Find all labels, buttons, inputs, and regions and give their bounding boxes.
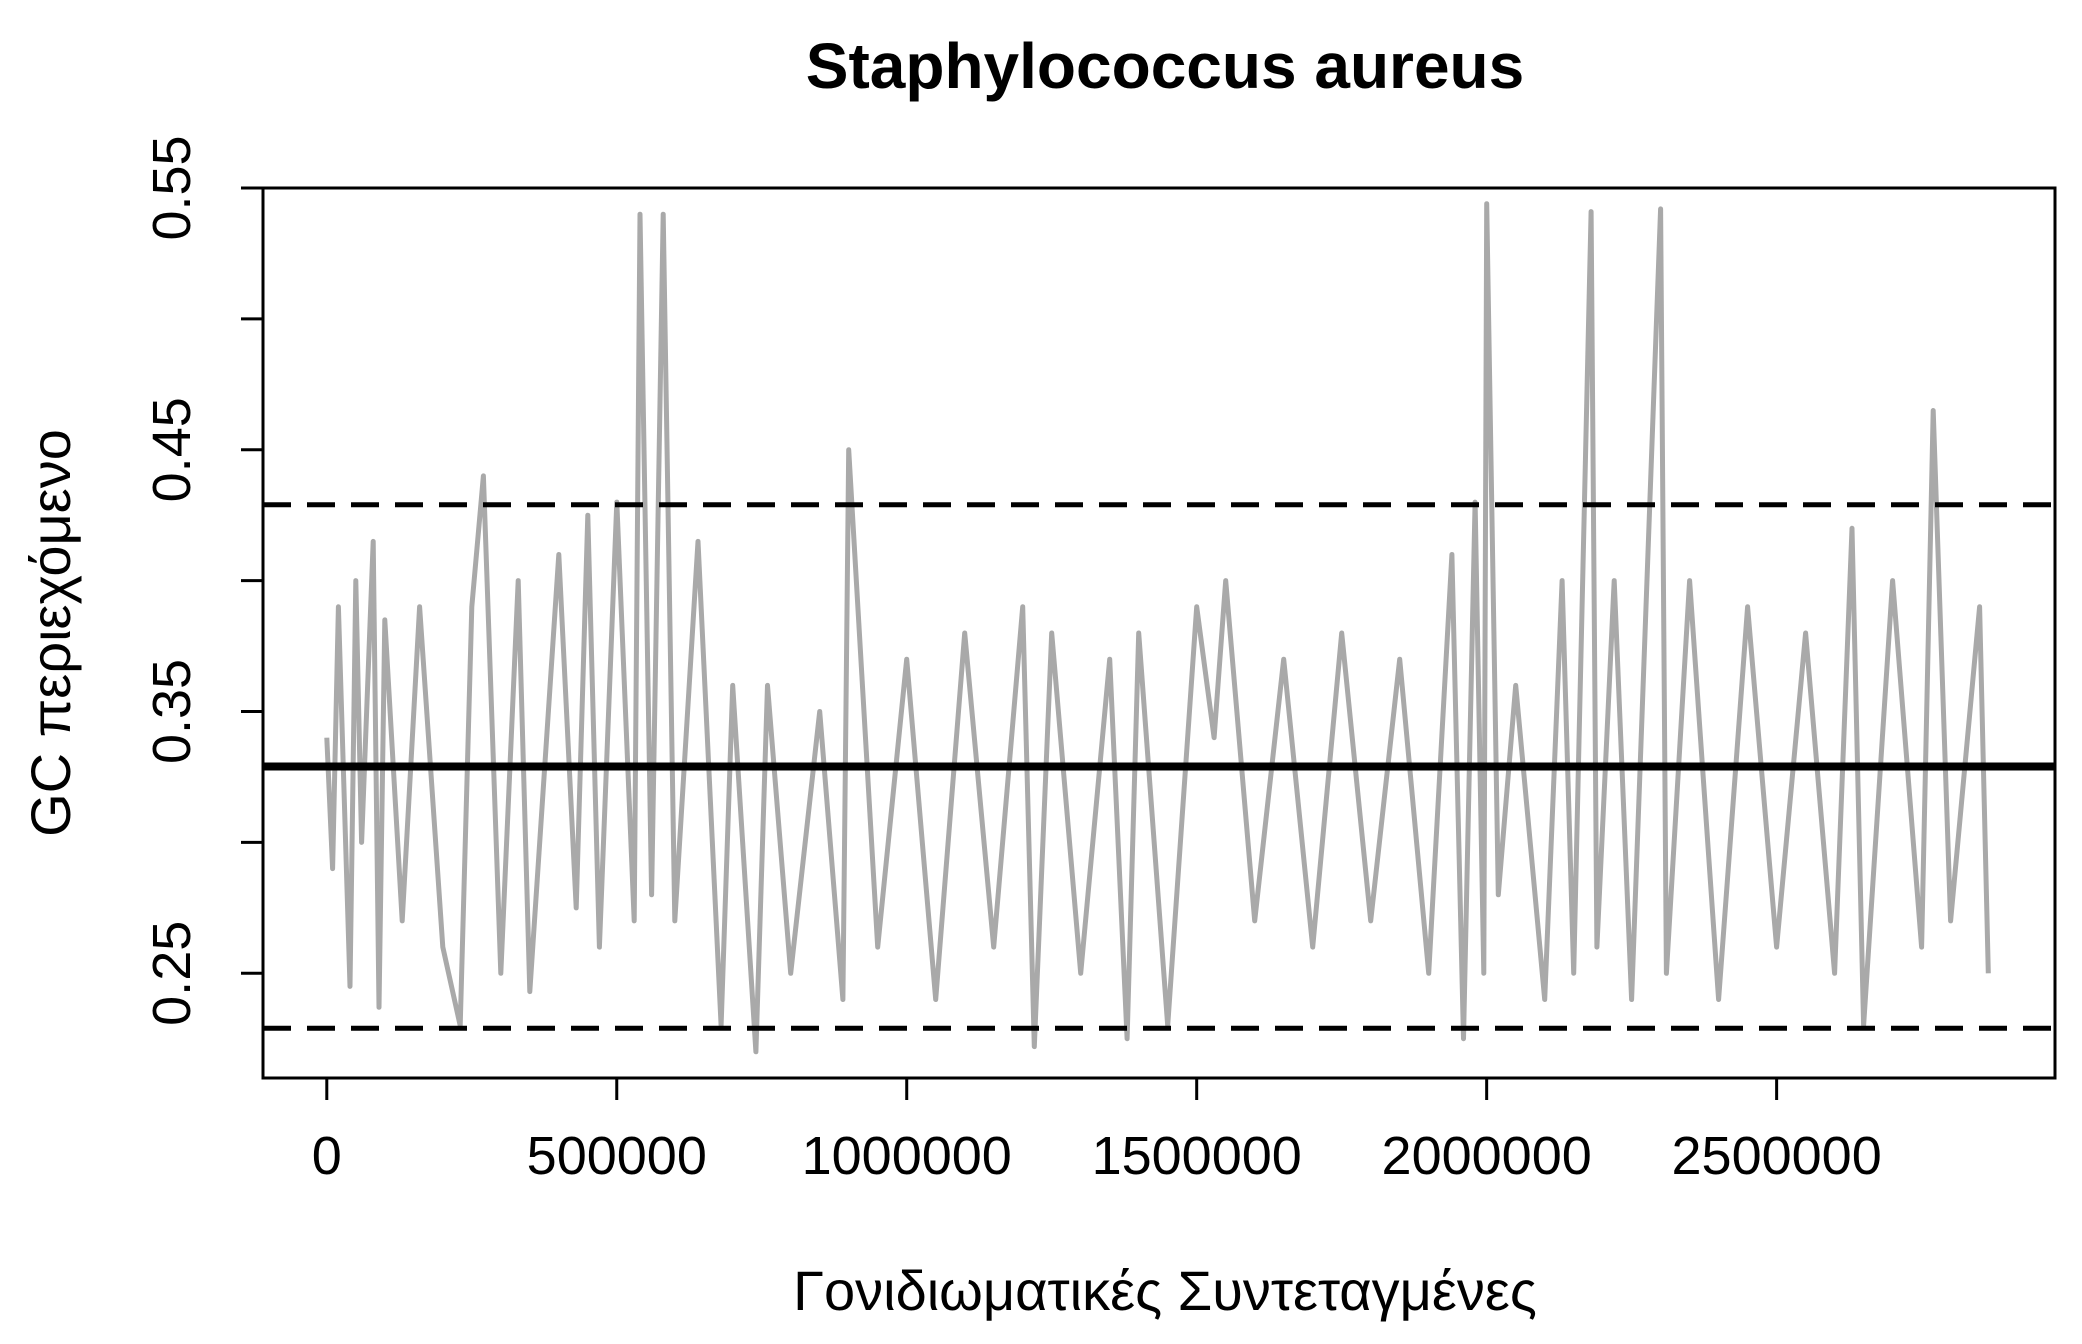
- y-tick-label-0: 0.25: [142, 921, 202, 1026]
- y-tick-label-2: 0.35: [142, 659, 202, 764]
- y-tick-label-6: 0.55: [142, 135, 202, 240]
- x-tick-label-5: 2500000: [1672, 1126, 1882, 1186]
- plot-frame: [261, 186, 2057, 1080]
- reference-lines: [263, 502, 2055, 1031]
- series-line-0: [324, 201, 1991, 1055]
- x-tick-label-0: 0: [312, 1126, 342, 1186]
- y-axis: 0.25 0.35 0.45 0.55: [142, 135, 263, 1026]
- y-axis-title: GC περιεχόμενο: [19, 429, 82, 837]
- x-axis-title: Γονιδιωματικές Συντεταγμένες: [793, 1259, 1537, 1322]
- x-tick-label-2: 1000000: [802, 1126, 1012, 1186]
- y-tick-label-4: 0.45: [142, 397, 202, 502]
- plot-content: [324, 201, 1991, 1055]
- x-tick-label-4: 2000000: [1382, 1126, 1592, 1186]
- x-tick-label-1: 500000: [527, 1126, 707, 1186]
- chart-title: Staphylococcus aureus: [806, 30, 1524, 102]
- x-axis: 0 500000 1000000 1500000 2000000 2500000: [312, 1078, 1882, 1186]
- x-tick-label-3: 1500000: [1092, 1126, 1302, 1186]
